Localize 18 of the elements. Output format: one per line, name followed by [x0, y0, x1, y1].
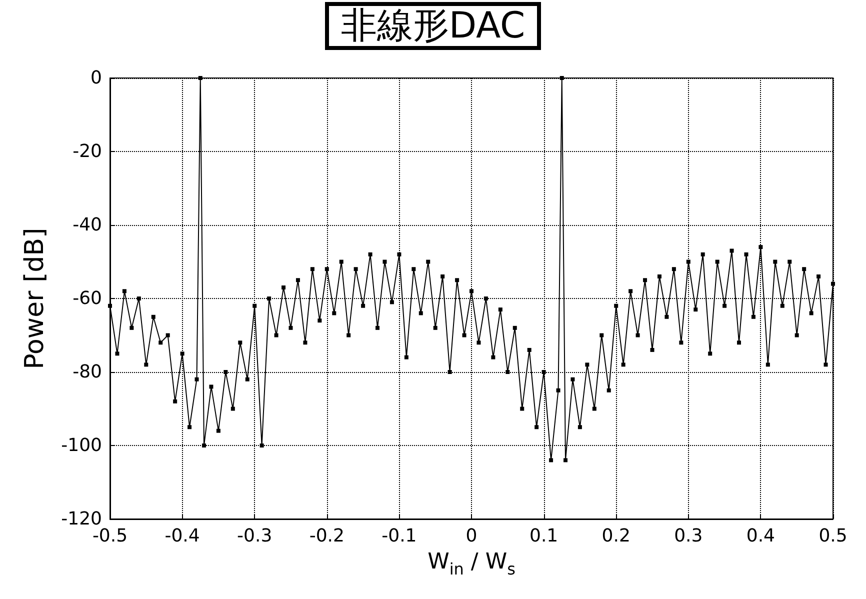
y-tick-label: 0 — [90, 68, 102, 88]
y-axis-title: Power [dB] — [20, 228, 50, 370]
x-tick-label: -0.3 — [237, 526, 272, 546]
y-tick-label: -80 — [72, 362, 102, 382]
chart-title: 非線形DAC — [340, 6, 526, 46]
x-tick-label: -0.2 — [309, 526, 344, 546]
y-tick-label: -100 — [61, 435, 102, 456]
y-tick-label: -20 — [72, 141, 102, 162]
y-tick-label: -40 — [72, 214, 102, 236]
x-tick-label: 0.4 — [746, 526, 776, 546]
y-tick-label: -60 — [72, 288, 102, 309]
x-tick-label: 0.3 — [674, 526, 703, 546]
x-tick-label: -0.4 — [164, 526, 200, 546]
x-tick-label: -0.1 — [382, 526, 417, 546]
x-tick-label: 0 — [466, 526, 478, 546]
x-tick-label: 0.5 — [818, 526, 848, 546]
x-tick-label: 0.2 — [602, 526, 630, 546]
x-tick-label: 0.1 — [529, 526, 558, 546]
